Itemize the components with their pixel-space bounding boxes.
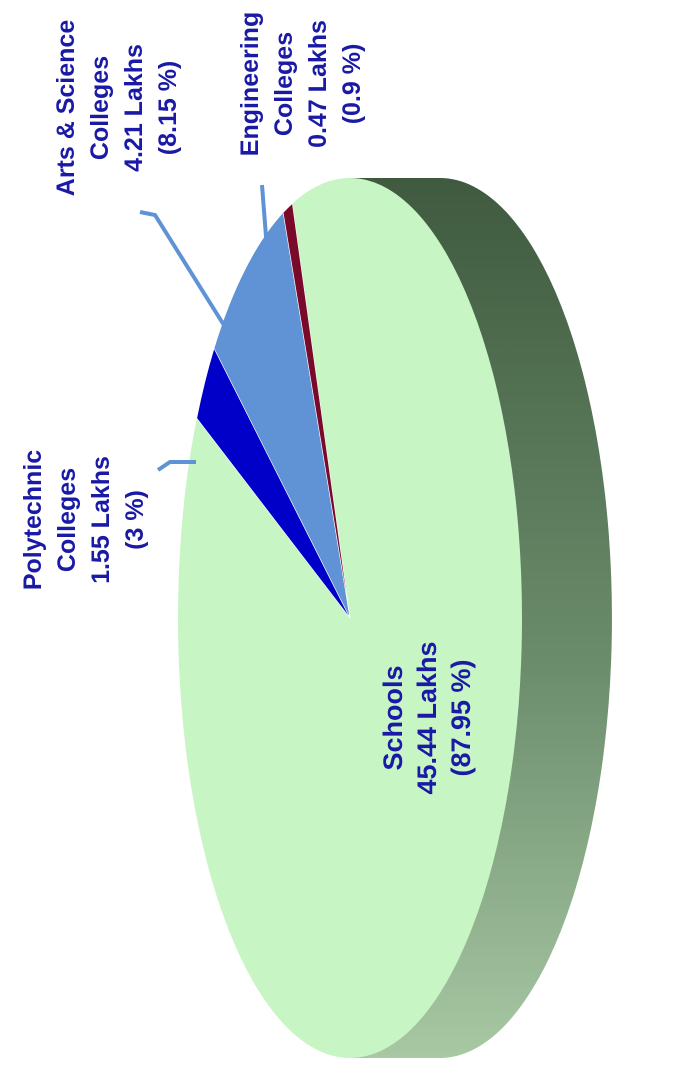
leader-line-engineering bbox=[260, 184, 270, 263]
label-polytechnic-percent: (3 %) bbox=[121, 490, 149, 550]
label-arts-line2: Colleges bbox=[86, 56, 114, 160]
pie-slice-engineering bbox=[282, 202, 351, 619]
leader-line-arts bbox=[139, 210, 234, 340]
label-arts-value: 4.21 Lakhs bbox=[120, 44, 148, 172]
label-schools-name: Schools bbox=[378, 665, 408, 770]
label-polytechnic: Polytechnic Colleges 1.55 Lakhs (3 %) bbox=[19, 450, 149, 590]
label-arts-percent: (8.15 %) bbox=[154, 61, 182, 155]
leader-line-polytechnic bbox=[156, 460, 196, 472]
label-engineering: Engineering Colleges 0.47 Lakhs (0.9 %) bbox=[236, 12, 366, 156]
label-polytechnic-name: Polytechnic bbox=[19, 450, 47, 590]
label-polytechnic-value: 1.55 Lakhs bbox=[87, 456, 115, 584]
pie-slices bbox=[178, 178, 522, 1058]
label-schools-value: 45.44 Lakhs bbox=[412, 641, 442, 794]
label-schools: Schools 45.44 Lakhs (87.95 %) bbox=[378, 641, 476, 794]
label-engineering-percent: (0.9 %) bbox=[338, 44, 366, 125]
label-schools-percent: (87.95 %) bbox=[446, 659, 476, 776]
label-engineering-name: Engineering bbox=[236, 12, 264, 156]
label-arts-name: Arts & Science bbox=[52, 20, 80, 197]
pie-slice-arts bbox=[213, 211, 351, 619]
label-arts: Arts & Science Colleges 4.21 Lakhs (8.15… bbox=[52, 20, 182, 197]
label-engineering-line2: Colleges bbox=[270, 32, 298, 136]
label-engineering-value: 0.47 Lakhs bbox=[304, 20, 332, 148]
label-polytechnic-line2: Colleges bbox=[53, 468, 81, 572]
